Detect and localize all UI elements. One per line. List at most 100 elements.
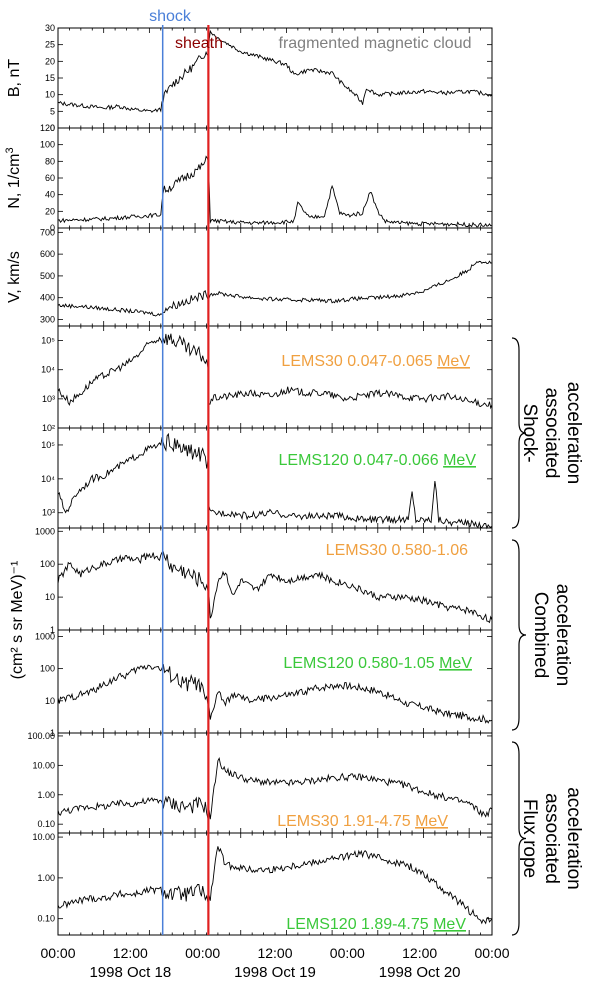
group-label-line: associated — [541, 793, 562, 884]
panel-p2: 10³ 10⁴ 10⁵ LEMS120 0.047-0.066 MeV — [41, 427, 493, 530]
panel-ylabel: V, km/s — [6, 251, 23, 303]
series-line-p3 — [57, 551, 493, 624]
y-tick-label: 0 — [50, 223, 55, 233]
panel-frame — [57, 227, 493, 327]
group-brace — [511, 539, 527, 731]
y-tick-label: 700 — [40, 227, 55, 237]
panel-ylabel: B, nT — [6, 59, 23, 97]
channel-label-text: LEMS30 0.580-1.06 — [326, 542, 468, 559]
panel-frame — [57, 127, 493, 229]
y-tick-label: 80 — [45, 156, 55, 166]
group-label-line: associated — [541, 388, 562, 479]
y-tick-label: 30 — [45, 23, 55, 33]
series-line-B — [57, 29, 493, 113]
group-label-line: Shock- — [519, 403, 540, 462]
shock-label: shock — [149, 8, 192, 25]
y-tick-label: 1.00 — [37, 790, 55, 800]
group-label-line: acceleration — [563, 787, 584, 889]
y-tick-label: 25 — [45, 40, 55, 50]
channel-label: LEMS120 1.89-4.75 MeV — [286, 916, 466, 933]
channel-label: LEMS30 1.91-4.75 MeV — [277, 813, 448, 830]
panel-p3: 1 10 100 1000 LEMS30 0.580-1.06 — [35, 526, 493, 635]
y-tick-label: 600 — [40, 249, 55, 259]
group-label-line: acceleration — [552, 584, 573, 686]
group-braces — [511, 337, 527, 936]
ylabel-superscript: 3 — [4, 147, 16, 153]
y-tick-label: 1.00 — [37, 873, 55, 883]
panel-N: 0 20 40 60 80 100 120 N, 1/cm3 — [4, 123, 493, 233]
panel-p5: 0.10 1.00 10.00 100.00 LEMS30 1.91-4.75 MeV — [27, 731, 493, 834]
panel-ylabel: N, 1/cm3 — [4, 147, 23, 208]
y-tick-label: 10.00 — [32, 832, 55, 842]
channel-label: LEMS120 0.047-0.066 MeV — [279, 452, 477, 469]
panel-p4: 1 10 100 1000 LEMS120 0.580-1.05 MeV — [35, 629, 493, 738]
group-label-line: acceleration — [563, 382, 584, 484]
y-tick-label: 10 — [45, 696, 55, 706]
sheath-label: sheath — [175, 35, 223, 52]
x-tick-label: 12:00 — [257, 945, 292, 961]
y-tick-label: 10² — [42, 423, 55, 433]
channel-label-text: LEMS120 1.89-4.75 — [286, 916, 433, 933]
panel-V: 300 400 500 600 700 V, km/s — [6, 227, 493, 327]
series-line-p2 — [57, 432, 493, 530]
x-tick-label: 00:00 — [330, 945, 365, 961]
channel-unit: MeV — [437, 353, 470, 370]
x-tick-label: 12:00 — [113, 945, 148, 961]
y-tick-label: 10⁵ — [41, 440, 55, 450]
channel-label: LEMS30 0.580-1.06 — [326, 542, 468, 559]
y-tick-label: 0 — [50, 123, 55, 133]
y-tick-label: 10³ — [42, 508, 55, 518]
y-tick-label: 100 — [40, 559, 55, 569]
y-tick-label: 5 — [50, 106, 55, 116]
y-tick-label: 0.10 — [37, 914, 55, 924]
y-tick-label: 100 — [40, 664, 55, 674]
y-tick-label: 10.00 — [32, 760, 55, 770]
y-tick-label: 1000 — [35, 631, 55, 641]
x-tick-label: 12:00 — [402, 945, 437, 961]
y-tick-label: 500 — [40, 271, 55, 281]
panel-p1: 10² 10³ 10⁴ 10⁵ LEMS30 0.047-0.065 MeV — [41, 325, 493, 433]
x-tick-label: 00:00 — [185, 945, 220, 961]
y-tick-label: 20 — [45, 206, 55, 216]
channel-unit: MeV — [439, 655, 472, 672]
series-line-p4 — [57, 663, 493, 724]
series-line-p1 — [57, 333, 493, 410]
group-label-line: Flux rope — [519, 799, 540, 878]
group-label-line: Combined — [530, 592, 551, 679]
y-tick-label: 400 — [40, 293, 55, 303]
panel-frame — [57, 325, 493, 429]
y-tick-label: 1 — [50, 625, 55, 635]
y-tick-label: 100.00 — [27, 731, 55, 741]
panels-layer: 0 5 10 15 20 25 30 B, nT 0 20 40 60 80 100 120 N, 1/cm3… — [4, 23, 493, 936]
y-tick-label: 10 — [45, 592, 55, 602]
channel-label-text: LEMS30 0.047-0.065 — [281, 353, 437, 370]
x-axis-ticks: 00:00 12:00 00:00 12:00 00:00 12:00 00:00 — [40, 945, 509, 961]
x-date-label: 1998 Oct 18 — [89, 964, 171, 981]
y-tick-label: 10³ — [42, 394, 55, 404]
y-tick-label: 1000 — [35, 526, 55, 536]
channel-unit: MeV — [433, 916, 466, 933]
x-date-label: 1998 Oct 20 — [379, 964, 461, 981]
series-line-p6 — [57, 846, 493, 925]
y-tick-label: 10⁵ — [41, 336, 55, 346]
y-tick-label: 300 — [40, 314, 55, 324]
series-line-N — [57, 155, 493, 228]
channel-label-text: LEMS30 1.91-4.75 — [277, 813, 415, 830]
x-tick-label: 00:00 — [474, 945, 509, 961]
x-axis-dates: 1998 Oct 18 1998 Oct 19 1998 Oct 20 — [89, 964, 460, 981]
channel-label: LEMS120 0.580-1.05 MeV — [283, 655, 472, 672]
x-date-label: 1998 Oct 19 — [234, 964, 316, 981]
panel-p6: 0.10 1.00 10.00 LEMS120 1.89-4.75 MeV — [32, 832, 493, 936]
y-tick-label: 100 — [40, 140, 55, 150]
group-brace — [511, 337, 527, 529]
y-tick-label: 10 — [45, 90, 55, 100]
shared-ylabel: (cm² s sr MeV)⁻¹ — [9, 561, 26, 680]
channel-unit: MeV — [443, 452, 476, 469]
panel-frame — [57, 629, 493, 734]
series-line-p5 — [57, 756, 493, 820]
x-tick-label: 00:00 — [40, 945, 75, 961]
series-line-V — [57, 260, 493, 317]
y-tick-label: 10⁴ — [41, 474, 55, 484]
